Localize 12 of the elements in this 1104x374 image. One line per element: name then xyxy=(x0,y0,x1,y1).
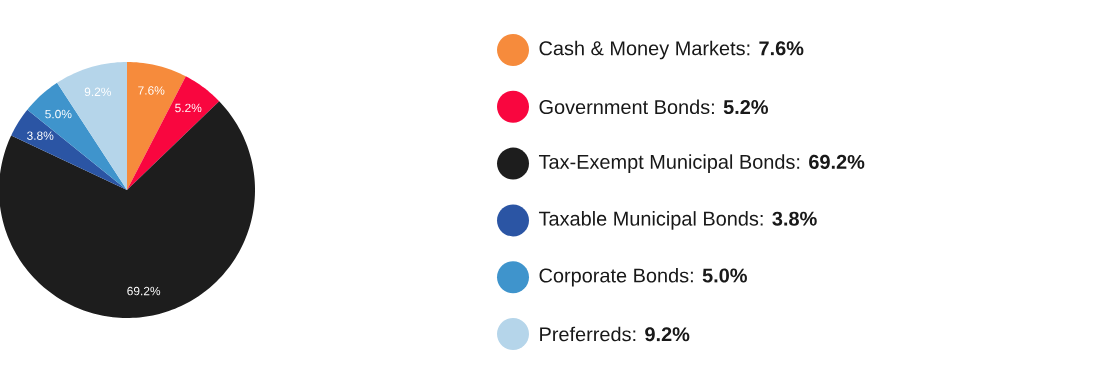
data-label: 9.2% xyxy=(84,87,112,97)
data-label: 3.8% xyxy=(27,131,54,140)
data-label: 5.0% xyxy=(45,109,72,119)
data-label: 69.2% xyxy=(127,286,161,296)
data-label: 7.6% xyxy=(138,86,165,95)
legend-label: Tax-Exempt Municipal Bonds: 69.2% xyxy=(538,154,865,173)
legend-label: Taxable Municipal Bonds: 3.8% xyxy=(538,211,817,230)
data-label: 5.2% xyxy=(175,103,202,113)
legend-label: Cash & Money Markets: 7.6% xyxy=(539,40,804,60)
legend-label: Government Bonds: 5.2% xyxy=(539,99,768,115)
legend-label: Corporate Bonds: 5.0% xyxy=(539,267,747,287)
legend-label: Preferreds: 9.2% xyxy=(540,326,690,342)
